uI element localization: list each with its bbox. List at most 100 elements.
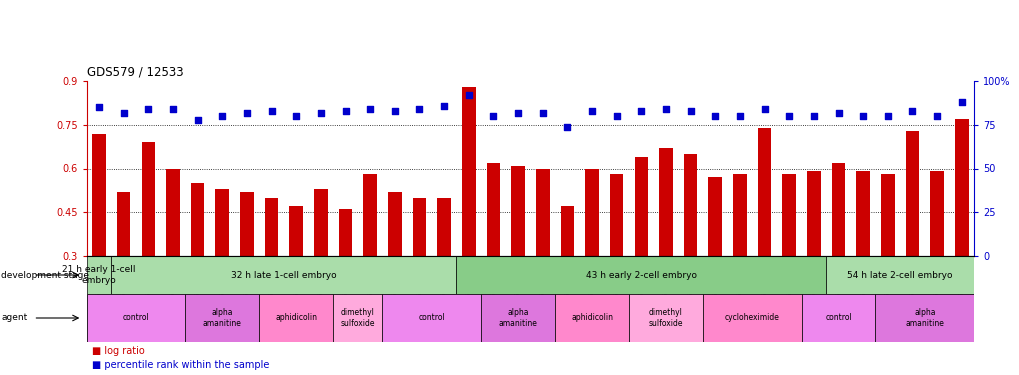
- Text: agent: agent: [1, 314, 28, 322]
- Bar: [333, 294, 382, 342]
- Bar: [801, 294, 874, 342]
- Point: [904, 108, 920, 114]
- Bar: [92, 134, 106, 256]
- Bar: [782, 174, 795, 256]
- Point: [165, 106, 181, 112]
- Bar: [481, 294, 554, 342]
- Bar: [757, 128, 770, 256]
- Bar: [560, 206, 574, 256]
- Bar: [387, 192, 401, 256]
- Bar: [382, 294, 481, 342]
- Bar: [117, 192, 130, 256]
- Bar: [609, 174, 623, 256]
- Point: [583, 108, 599, 114]
- Bar: [535, 168, 549, 256]
- Text: cycloheximide: cycloheximide: [725, 314, 779, 322]
- Bar: [289, 206, 303, 256]
- Point: [510, 110, 526, 116]
- Text: development stage: development stage: [1, 270, 89, 279]
- Text: control: control: [824, 314, 851, 322]
- Point: [854, 113, 870, 119]
- Text: 54 h late 2-cell embryo: 54 h late 2-cell embryo: [847, 270, 952, 279]
- Bar: [437, 198, 450, 256]
- Bar: [457, 256, 825, 294]
- Point: [140, 106, 156, 112]
- Bar: [683, 154, 697, 256]
- Bar: [585, 168, 598, 256]
- Bar: [511, 166, 525, 256]
- Text: alpha
amanitine: alpha amanitine: [498, 308, 537, 328]
- Bar: [363, 174, 377, 256]
- Bar: [413, 198, 426, 256]
- Bar: [486, 163, 499, 256]
- Bar: [806, 171, 820, 256]
- Point: [214, 113, 230, 119]
- Point: [731, 113, 747, 119]
- Point: [238, 110, 255, 116]
- Text: dimethyl
sulfoxide: dimethyl sulfoxide: [648, 308, 683, 328]
- Bar: [314, 189, 327, 256]
- Point: [706, 113, 722, 119]
- Text: alpha
amanitine: alpha amanitine: [905, 308, 944, 328]
- Bar: [629, 294, 702, 342]
- Text: 32 h late 1-cell embryo: 32 h late 1-cell embryo: [231, 270, 336, 279]
- Point: [633, 108, 649, 114]
- Text: ■ percentile rank within the sample: ■ percentile rank within the sample: [92, 360, 269, 370]
- Point: [805, 113, 821, 119]
- Bar: [905, 130, 918, 256]
- Bar: [658, 148, 673, 256]
- Point: [781, 113, 797, 119]
- Point: [411, 106, 427, 112]
- Bar: [239, 192, 254, 256]
- Point: [115, 110, 131, 116]
- Point: [435, 102, 451, 108]
- Bar: [265, 198, 278, 256]
- Text: aphidicolin: aphidicolin: [571, 314, 612, 322]
- Point: [829, 110, 846, 116]
- Bar: [702, 294, 801, 342]
- Point: [362, 106, 378, 112]
- Text: dimethyl
sulfoxide: dimethyl sulfoxide: [340, 308, 375, 328]
- Text: ■ log ratio: ■ log ratio: [92, 345, 145, 355]
- Text: GDS579 / 12533: GDS579 / 12533: [87, 66, 183, 78]
- Bar: [259, 294, 333, 342]
- Bar: [874, 294, 973, 342]
- Bar: [733, 174, 746, 256]
- Bar: [215, 189, 229, 256]
- Point: [878, 113, 895, 119]
- Bar: [554, 294, 629, 342]
- Bar: [830, 163, 845, 256]
- Point: [91, 104, 107, 110]
- Bar: [111, 256, 457, 294]
- Point: [756, 106, 772, 112]
- Text: aphidicolin: aphidicolin: [275, 314, 317, 322]
- Bar: [929, 171, 943, 256]
- Point: [287, 113, 304, 119]
- Text: control: control: [122, 314, 149, 322]
- Bar: [954, 119, 968, 256]
- Bar: [708, 177, 721, 256]
- Bar: [338, 209, 352, 256]
- Point: [558, 123, 575, 129]
- Text: 21 h early 1-cell
embryо: 21 h early 1-cell embryо: [62, 265, 136, 285]
- Bar: [142, 142, 155, 256]
- Bar: [87, 256, 111, 294]
- Point: [928, 113, 945, 119]
- Text: 43 h early 2-cell embryo: 43 h early 2-cell embryo: [585, 270, 696, 279]
- Point: [682, 108, 698, 114]
- Bar: [191, 183, 204, 256]
- Text: alpha
amanitine: alpha amanitine: [203, 308, 242, 328]
- Bar: [880, 174, 894, 256]
- Point: [608, 113, 625, 119]
- Bar: [166, 168, 179, 256]
- Point: [485, 113, 501, 119]
- Point: [190, 117, 206, 123]
- Bar: [87, 294, 185, 342]
- Point: [657, 106, 674, 112]
- Point: [337, 108, 354, 114]
- Bar: [185, 294, 259, 342]
- Bar: [825, 256, 973, 294]
- Point: [386, 108, 403, 114]
- Text: control: control: [418, 314, 444, 322]
- Point: [534, 110, 550, 116]
